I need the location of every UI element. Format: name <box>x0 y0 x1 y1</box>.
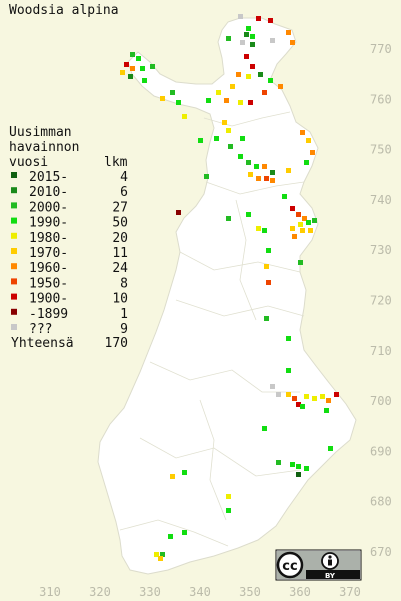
legend-label: 1970- <box>29 246 68 261</box>
legend-swatch <box>11 217 17 224</box>
legend-swatch <box>11 202 17 209</box>
legend-count: 8 <box>120 276 128 291</box>
legend-count: 9 <box>120 322 128 337</box>
legend-swatch <box>11 187 17 194</box>
legend-heading-1: Uusimman <box>9 125 72 140</box>
y-axis-ticks: 770 760 750 740 730 720 710 700 690 680 670 <box>370 42 392 559</box>
x-axis-ticks: 310 320 330 340 350 360 370 <box>39 585 361 599</box>
y-tick-label: 670 <box>370 545 392 559</box>
legend-count: 6 <box>120 185 128 200</box>
legend-label: 1990- <box>29 216 68 231</box>
legend-swatch <box>11 172 17 178</box>
by-text: BY <box>325 572 336 580</box>
cc-text: cc <box>282 559 297 574</box>
y-tick-label: 770 <box>370 42 392 56</box>
region-borders <box>119 111 305 547</box>
legend-count: 4 <box>120 170 128 185</box>
legend-count: 11 <box>112 246 128 261</box>
x-tick-label: 370 <box>339 585 361 599</box>
legend-heading-3-right: lkm <box>104 155 128 170</box>
y-tick-label: 760 <box>370 92 392 106</box>
legend-label: ??? <box>29 322 52 337</box>
legend-swatch <box>11 324 17 330</box>
y-tick-label: 710 <box>370 344 392 358</box>
y-tick-label: 720 <box>370 294 392 308</box>
y-tick-label: 750 <box>370 143 392 157</box>
legend-heading-3-left: vuosi <box>9 155 48 170</box>
legend-label: 2000- <box>29 200 68 215</box>
legend-swatch <box>11 308 17 315</box>
x-tick-label: 320 <box>89 585 111 599</box>
x-tick-label: 340 <box>189 585 211 599</box>
legend-count: 1 <box>120 307 128 322</box>
legend-label: 1900- <box>29 292 68 307</box>
x-tick-label: 310 <box>39 585 61 599</box>
legend: Uusimman havainnon vuosi lkm 2015- 42010-… <box>9 125 128 351</box>
y-tick-label: 740 <box>370 193 392 207</box>
legend-label: -1899 <box>29 307 68 322</box>
legend-count: 50 <box>112 216 128 231</box>
legend-count: 20 <box>112 231 128 246</box>
legend-total-count: 170 <box>105 336 128 351</box>
legend-count: 24 <box>112 261 128 276</box>
cc-icon <box>276 551 304 579</box>
legend-heading-2: havainnon <box>9 140 79 155</box>
x-tick-label: 350 <box>239 585 261 599</box>
legend-total-label: Yhteensä <box>11 336 74 351</box>
y-tick-label: 690 <box>370 444 392 458</box>
legend-swatch <box>11 293 17 300</box>
y-tick-label: 730 <box>370 243 392 257</box>
y-tick-label: 680 <box>370 495 392 509</box>
y-tick-label: 700 <box>370 394 392 408</box>
legend-swatch <box>11 248 17 254</box>
legend-label: 1950- <box>29 276 68 291</box>
legend-swatch <box>11 232 17 239</box>
legend-label: 1980- <box>29 231 68 246</box>
legend-label: 2015- <box>29 170 68 185</box>
x-tick-label: 330 <box>139 585 161 599</box>
x-tick-label: 360 <box>289 585 311 599</box>
legend-swatch <box>11 263 17 270</box>
legend-label: 1960- <box>29 261 68 276</box>
legend-count: 27 <box>112 200 128 215</box>
license-badge: cc BY <box>275 549 362 581</box>
map-title: Woodsia alpina <box>9 3 119 18</box>
legend-label: 2010- <box>29 185 68 200</box>
legend-swatch <box>11 278 17 285</box>
legend-count: 10 <box>112 292 128 307</box>
observation-points <box>120 14 339 561</box>
